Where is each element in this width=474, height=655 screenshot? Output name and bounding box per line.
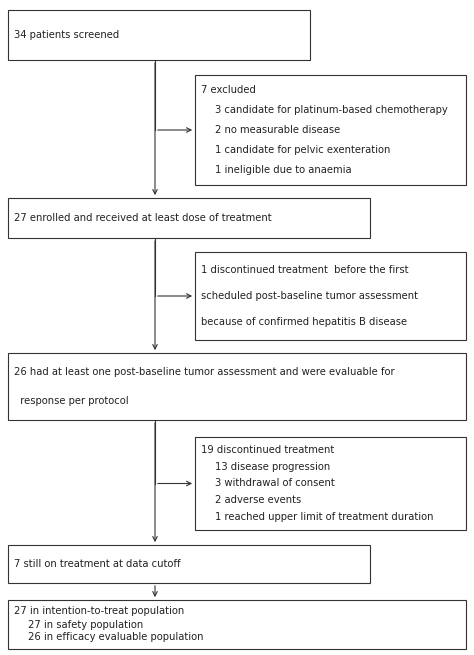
Bar — [8, 198, 370, 238]
Text: scheduled post-baseline tumor assessment: scheduled post-baseline tumor assessment — [201, 291, 418, 301]
Bar — [195, 252, 466, 340]
Bar — [195, 75, 466, 185]
Text: 3 withdrawal of consent: 3 withdrawal of consent — [215, 479, 335, 489]
Text: 1 reached upper limit of treatment duration: 1 reached upper limit of treatment durat… — [215, 512, 434, 521]
Text: 26 in efficacy evaluable population: 26 in efficacy evaluable population — [28, 633, 203, 643]
Text: 19 discontinued treatment: 19 discontinued treatment — [201, 445, 334, 455]
Text: 27 in safety population: 27 in safety population — [28, 620, 143, 629]
Text: 2 no measurable disease: 2 no measurable disease — [215, 125, 340, 135]
Text: 27 enrolled and received at least dose of treatment: 27 enrolled and received at least dose o… — [14, 213, 272, 223]
Text: response per protocol: response per protocol — [14, 396, 128, 405]
Bar — [195, 437, 466, 530]
Bar — [8, 600, 466, 649]
Text: 1 candidate for pelvic exenteration: 1 candidate for pelvic exenteration — [215, 145, 391, 155]
Bar — [8, 10, 310, 60]
Bar — [8, 545, 370, 583]
Text: 1 ineligible due to anaemia: 1 ineligible due to anaemia — [215, 165, 352, 175]
Text: 7 still on treatment at data cutoff: 7 still on treatment at data cutoff — [14, 559, 181, 569]
Text: because of confirmed hepatitis B disease: because of confirmed hepatitis B disease — [201, 317, 407, 327]
Text: 1 discontinued treatment  before the first: 1 discontinued treatment before the firs… — [201, 265, 409, 275]
Text: 3 candidate for platinum-based chemotherapy: 3 candidate for platinum-based chemother… — [215, 105, 448, 115]
Bar — [8, 353, 466, 420]
Text: 27 in intention-to-treat population: 27 in intention-to-treat population — [14, 607, 184, 616]
Text: 26 had at least one post-baseline tumor assessment and were evaluable for: 26 had at least one post-baseline tumor … — [14, 367, 395, 377]
Text: 7 excluded: 7 excluded — [201, 85, 256, 95]
Text: 13 disease progression: 13 disease progression — [215, 462, 330, 472]
Text: 34 patients screened: 34 patients screened — [14, 30, 119, 40]
Text: 2 adverse events: 2 adverse events — [215, 495, 301, 505]
